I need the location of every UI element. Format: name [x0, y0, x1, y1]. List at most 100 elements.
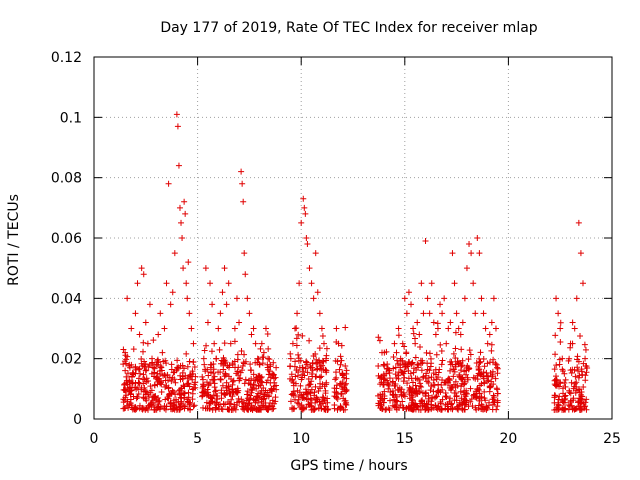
data-point: [568, 369, 575, 376]
data-point: [341, 385, 348, 392]
data-point: [463, 397, 470, 404]
data-point: [427, 363, 434, 370]
data-point: [318, 366, 325, 373]
data-point: [191, 363, 198, 370]
data-point: [375, 372, 382, 379]
data-point: [439, 310, 446, 317]
data-point: [200, 382, 207, 389]
data-point: [151, 370, 158, 377]
data-point: [225, 383, 232, 390]
data-point: [336, 366, 343, 373]
data-point: [493, 361, 500, 368]
data-point: [321, 396, 328, 403]
data-point: [175, 398, 182, 405]
data-point: [189, 390, 196, 397]
data-point: [554, 404, 561, 411]
data-point: [293, 342, 300, 349]
data-point: [452, 390, 459, 397]
data-point: [230, 389, 237, 396]
data-point: [259, 360, 266, 367]
data-point: [567, 398, 574, 405]
data-point: [438, 347, 445, 354]
data-point: [573, 295, 580, 302]
data-point: [184, 363, 191, 370]
data-point: [135, 391, 142, 398]
data-point: [204, 319, 211, 326]
data-point: [433, 393, 440, 400]
data-point: [300, 195, 307, 202]
data-point: [168, 361, 175, 368]
data-point: [478, 295, 485, 302]
data-point: [145, 393, 152, 400]
data-point: [218, 357, 225, 364]
data-point: [260, 391, 267, 398]
data-point: [457, 388, 464, 395]
data-point: [410, 325, 417, 332]
data-point: [122, 349, 129, 356]
data-point: [415, 362, 422, 369]
data-point: [212, 388, 219, 395]
data-point: [341, 384, 348, 391]
data-point: [181, 403, 188, 410]
data-point: [132, 363, 139, 370]
data-point: [391, 340, 398, 347]
data-point: [463, 265, 470, 272]
data-point: [474, 235, 481, 241]
data-point: [224, 398, 231, 405]
data-point: [236, 319, 243, 326]
data-point: [554, 406, 561, 413]
data-point: [296, 364, 303, 371]
data-point: [209, 301, 216, 308]
data-point: [216, 401, 223, 408]
data-point: [551, 366, 558, 373]
data-point: [287, 363, 294, 370]
data-point: [466, 241, 473, 248]
data-point: [272, 374, 279, 381]
data-point: [300, 405, 307, 412]
data-point: [214, 396, 221, 403]
data-point: [320, 358, 327, 365]
data-point: [316, 345, 323, 352]
data-point: [322, 387, 329, 394]
data-point: [173, 111, 180, 118]
x-axis-label: GPS time / hours: [290, 458, 407, 474]
data-point: [426, 350, 433, 357]
data-point: [124, 353, 131, 360]
data-point: [208, 361, 215, 368]
data-point: [455, 325, 462, 332]
data-point: [205, 389, 212, 396]
data-point: [467, 398, 474, 405]
data-point: [456, 373, 463, 380]
data-point: [580, 383, 587, 390]
data-point: [304, 241, 311, 248]
data-point: [255, 406, 262, 413]
data-point: [221, 265, 228, 272]
data-point: [557, 325, 564, 332]
data-point: [289, 340, 296, 347]
data-point: [288, 371, 295, 378]
data-point: [171, 250, 178, 257]
data-point: [450, 350, 457, 357]
data-point: [151, 382, 158, 389]
data-point: [182, 210, 189, 217]
data-point: [383, 370, 390, 377]
data-point: [464, 374, 471, 381]
data-point: [184, 398, 191, 405]
data-point: [233, 388, 240, 395]
data-point: [312, 250, 319, 257]
data-point: [419, 389, 426, 396]
data-point: [128, 387, 135, 394]
data-point: [265, 355, 272, 362]
data-point: [152, 406, 159, 413]
data-point: [579, 371, 586, 378]
data-point: [583, 396, 590, 403]
data-point: [172, 379, 179, 386]
data-point: [570, 395, 577, 402]
data-point: [428, 398, 435, 405]
data-point: [155, 375, 162, 382]
data-point: [244, 395, 251, 402]
data-point: [152, 394, 159, 401]
data-point: [172, 391, 179, 398]
data-point: [436, 405, 443, 412]
data-point: [297, 404, 304, 411]
